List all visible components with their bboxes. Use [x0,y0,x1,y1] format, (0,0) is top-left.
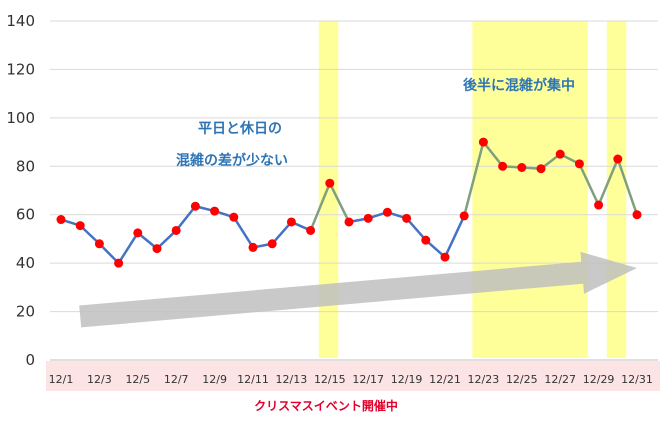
data-point-12-24 [498,161,508,171]
data-point-12-25 [517,162,527,172]
data-point-12-13 [286,217,296,227]
y-axis-ticks: 0 20 40 60 80 100 120 140 [6,12,35,369]
data-point-12-17 [363,213,373,223]
event-strip-band [46,361,660,391]
y-tick-label: 20 [16,303,35,321]
x-tick-label: 12/25 [506,373,538,386]
x-tick-label: 12/7 [164,373,189,386]
x-tick-label: 12/15 [314,373,346,386]
data-point-12-21 [440,252,450,262]
data-point-12-16 [344,217,354,227]
x-tick-label: 12/23 [468,373,500,386]
trend-arrow [79,251,637,328]
y-tick-label: 120 [6,60,35,78]
line-segment-29 [597,157,620,207]
annotation-line-1: 平日と休日の [198,120,282,137]
data-point-12-3 [94,239,104,249]
x-tick-label: 12/31 [621,373,653,386]
line-segment-7 [174,204,197,232]
x-tick-label: 12/1 [49,373,74,386]
data-point-12-14 [306,225,316,235]
data-point-12-2 [75,221,85,231]
trend-arrow-shape [79,251,637,328]
annotation-second-half: 後半に混雑が集中 [463,77,575,94]
x-tick-label: 12/3 [87,373,112,386]
line-segment-22 [462,140,485,218]
data-point-12-7 [171,225,181,235]
line-segment-14 [309,181,332,232]
data-point-12-29 [594,200,604,210]
x-tick-label: 12/19 [391,373,423,386]
data-point-12-31 [632,210,642,220]
data-point-12-5 [133,228,143,238]
x-tick-label: 12/17 [352,373,384,386]
line-segment-21 [443,214,466,259]
data-point-12-9 [210,206,220,216]
highlight-band-3 [606,21,627,358]
event-caption: クリスマスイベント開催中 [254,398,398,413]
event-strip [46,361,660,391]
data-point-12-10 [229,212,239,222]
gridlines [50,20,658,361]
y-tick-label: 140 [6,12,35,30]
line-segment-3 [98,242,120,265]
line-segment-10 [232,215,255,249]
data-point-12-22 [459,211,469,221]
line-segment-4 [117,231,140,265]
annotation-line-2: 混雑の差が少ない [176,152,288,169]
x-axis-ticks: 12/1 12/3 12/5 12/7 12/9 12/11 12/13 12/15 12/17… [49,373,653,386]
y-tick-label: 100 [6,109,35,127]
line-segment-12 [270,220,293,246]
highlight-bands [318,21,627,358]
x-tick-label: 12/11 [237,373,269,386]
data-point-12-28 [574,159,584,169]
data-point-12-23 [478,137,488,147]
data-point-12-20 [421,235,431,245]
data-point-12-18 [382,207,392,217]
data-point-12-6 [152,244,162,254]
x-tick-label: 12/9 [202,373,227,386]
line-segment-19 [405,217,428,242]
series-points [56,137,642,268]
data-point-12-30 [613,154,623,164]
line-segment-23 [482,140,504,168]
data-point-12-8 [190,201,200,211]
data-point-12-26 [536,164,546,174]
data-point-12-27 [555,149,565,159]
y-tick-label: 0 [25,351,35,369]
line-segment-28 [578,162,600,207]
line-segment-15 [328,181,351,224]
x-tick-label: 12/29 [583,373,615,386]
y-tick-label: 40 [16,254,35,272]
y-tick-label: 60 [16,206,35,224]
x-tick-label: 12/5 [125,373,150,386]
highlight-band-2 [472,21,588,358]
x-tick-label: 12/27 [544,373,576,386]
data-point-12-11 [248,242,258,252]
line-segment-30 [616,157,639,216]
x-tick-label: 12/21 [429,373,461,386]
data-point-12-1 [56,215,66,225]
data-point-12-15 [325,178,335,188]
x-tick-label: 12/13 [276,373,308,386]
y-tick-label: 80 [16,157,35,175]
data-point-12-4 [114,258,124,268]
data-point-12-12 [267,239,277,249]
data-point-12-19 [402,213,412,223]
